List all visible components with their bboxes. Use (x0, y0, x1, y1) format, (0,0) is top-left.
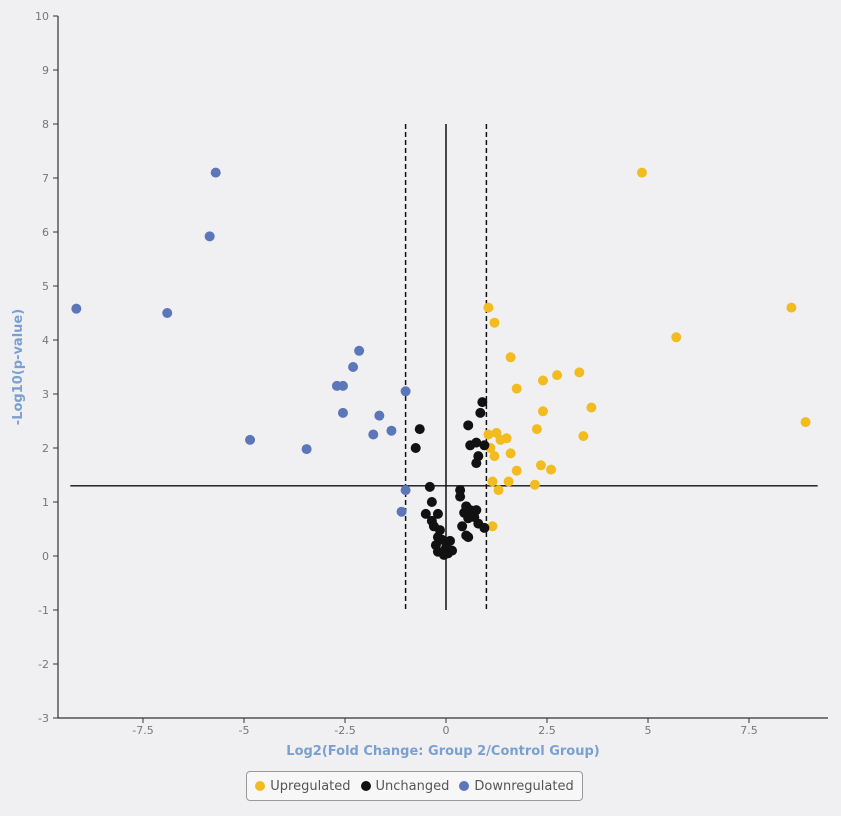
point-upregulated[interactable] (493, 485, 504, 496)
point-downregulated[interactable] (71, 303, 82, 314)
point-downregulated[interactable] (396, 506, 407, 517)
x-axis-title: Log2(Fold Change: Group 2/Control Group) (286, 744, 599, 759)
y-tick-label: 5 (42, 280, 49, 293)
point-unchanged[interactable] (447, 545, 458, 556)
point-unchanged[interactable] (475, 407, 486, 418)
point-upregulated[interactable] (483, 302, 494, 313)
point-downregulated[interactable] (301, 444, 312, 455)
point-upregulated[interactable] (537, 406, 548, 417)
point-downregulated[interactable] (162, 308, 173, 318)
point-unchanged[interactable] (471, 458, 482, 469)
y-tick-label: 1 (42, 496, 49, 509)
point-upregulated[interactable] (529, 479, 540, 490)
legend-dot-upregulated (255, 781, 266, 791)
y-tick-label: 9 (42, 64, 49, 77)
legend: Upregulated Unchanged Downregulated (246, 771, 583, 801)
point-upregulated[interactable] (511, 465, 522, 476)
point-unchanged[interactable] (410, 443, 421, 453)
point-downregulated[interactable] (400, 485, 411, 496)
y-axis-title: -Log10(p-value) (11, 309, 26, 425)
point-downregulated[interactable] (245, 434, 256, 445)
point-upregulated[interactable] (531, 424, 542, 435)
point-upregulated[interactable] (786, 302, 797, 313)
data-points (71, 167, 811, 560)
point-downregulated[interactable] (386, 425, 397, 436)
point-downregulated[interactable] (210, 167, 221, 178)
legend-dot-unchanged (360, 781, 371, 791)
point-upregulated[interactable] (505, 352, 516, 363)
point-unchanged[interactable] (426, 497, 437, 507)
x-tick-label: 0 (443, 724, 450, 737)
y-axis-ticks: -3 -2 -1 0 1 2 3 4 5 6 7 8 9 10 (35, 10, 58, 725)
point-unchanged[interactable] (477, 397, 488, 408)
point-upregulated[interactable] (511, 383, 522, 394)
point-upregulated[interactable] (636, 167, 647, 178)
point-downregulated[interactable] (348, 362, 359, 372)
y-tick-label: 8 (42, 118, 49, 131)
point-upregulated[interactable] (487, 476, 498, 487)
point-unchanged[interactable] (455, 491, 466, 502)
y-tick-label: 10 (35, 10, 49, 23)
y-tick-label: 0 (42, 550, 49, 563)
point-upregulated[interactable] (535, 460, 546, 471)
point-upregulated[interactable] (586, 402, 597, 413)
point-downregulated[interactable] (354, 345, 365, 356)
point-upregulated[interactable] (487, 521, 498, 532)
point-upregulated[interactable] (501, 433, 512, 444)
legend-label-downregulated: Downregulated (474, 778, 574, 794)
point-unchanged[interactable] (471, 437, 482, 448)
y-tick-label: -2 (38, 658, 49, 671)
point-downregulated[interactable] (204, 231, 215, 242)
legend-label-unchanged: Unchanged (375, 778, 450, 794)
x-tick-label: 5 (645, 724, 652, 737)
y-tick-label: 7 (42, 172, 49, 185)
point-upregulated[interactable] (503, 476, 514, 487)
point-unchanged[interactable] (463, 420, 474, 431)
x-tick-label: -7.5 (132, 724, 153, 737)
legend-item-upregulated[interactable]: Upregulated (255, 778, 351, 794)
point-unchanged[interactable] (420, 508, 431, 519)
legend-item-downregulated[interactable]: Downregulated (459, 778, 574, 794)
point-unchanged[interactable] (457, 521, 468, 532)
point-upregulated[interactable] (578, 431, 589, 442)
point-upregulated[interactable] (671, 332, 682, 343)
point-unchanged[interactable] (463, 532, 474, 543)
y-tick-label: 3 (42, 388, 49, 401)
legend-item-unchanged[interactable]: Unchanged (360, 778, 450, 794)
x-tick-label: 2.5 (538, 724, 556, 737)
y-tick-label: 4 (42, 334, 49, 347)
y-tick-label: -3 (38, 712, 49, 725)
point-upregulated[interactable] (546, 464, 557, 475)
point-upregulated[interactable] (483, 429, 494, 440)
point-unchanged[interactable] (438, 549, 449, 560)
point-unchanged[interactable] (432, 508, 443, 519)
point-downregulated[interactable] (337, 380, 348, 391)
point-downregulated[interactable] (368, 429, 379, 440)
point-unchanged[interactable] (414, 424, 425, 435)
legend-label-upregulated: Upregulated (270, 778, 351, 794)
point-downregulated[interactable] (400, 386, 411, 397)
point-upregulated[interactable] (552, 370, 563, 381)
point-downregulated[interactable] (374, 410, 385, 421)
y-tick-label: -1 (38, 604, 49, 617)
point-upregulated[interactable] (489, 317, 500, 328)
x-tick-label: 7.5 (740, 724, 758, 737)
y-tick-label: 2 (42, 442, 49, 455)
point-upregulated[interactable] (489, 451, 500, 462)
x-tick-label: -5 (239, 724, 250, 737)
point-unchanged[interactable] (479, 522, 490, 533)
point-unchanged[interactable] (424, 481, 435, 492)
point-unchanged[interactable] (428, 521, 439, 532)
point-unchanged[interactable] (479, 440, 490, 451)
point-upregulated[interactable] (537, 375, 548, 386)
point-upregulated[interactable] (574, 367, 585, 378)
point-downregulated[interactable] (337, 407, 348, 418)
x-axis-ticks: -7.5 -5 -2.5 0 2.5 5 7.5 (132, 718, 758, 737)
point-upregulated[interactable] (505, 448, 516, 459)
x-tick-label: -2.5 (334, 724, 355, 737)
point-upregulated[interactable] (800, 417, 811, 428)
legend-dot-downregulated (459, 781, 470, 791)
y-tick-label: 6 (42, 226, 49, 239)
